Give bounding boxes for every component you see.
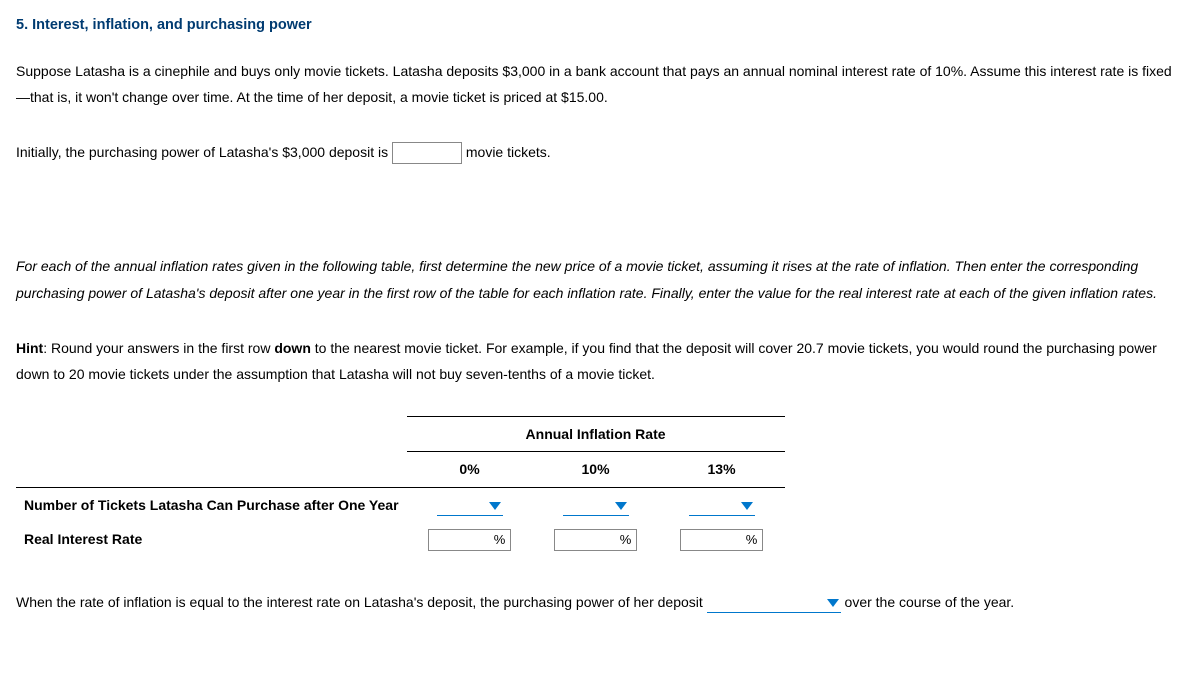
tickets-dropdown-2[interactable] bbox=[689, 497, 755, 516]
instructions-paragraph: For each of the annual inflation rates g… bbox=[16, 253, 1184, 306]
chevron-down-icon bbox=[741, 502, 753, 510]
hint-label: Hint bbox=[16, 340, 43, 356]
col-header-1: 10% bbox=[533, 452, 659, 488]
fill1-post-text: movie tickets. bbox=[466, 144, 551, 160]
real-rate-field-1: % bbox=[554, 529, 638, 551]
final-post-text: over the course of the year. bbox=[845, 594, 1015, 610]
hint-text-bold: down bbox=[274, 340, 311, 356]
hint-paragraph: Hint: Round your answers in the first ro… bbox=[16, 335, 1184, 388]
table-row: Real Interest Rate % % % bbox=[16, 522, 785, 557]
chevron-down-icon bbox=[489, 502, 501, 510]
final-pre-text: When the rate of inflation is equal to t… bbox=[16, 594, 707, 610]
intro-paragraph: Suppose Latasha is a cinephile and buys … bbox=[16, 58, 1184, 111]
chevron-down-icon bbox=[615, 502, 627, 510]
percent-sign: % bbox=[743, 528, 763, 553]
real-rate-input-1[interactable] bbox=[555, 531, 617, 549]
tickets-dropdown-1[interactable] bbox=[563, 497, 629, 516]
purchasing-power-input[interactable] bbox=[392, 142, 462, 164]
real-rate-field-2: % bbox=[680, 529, 764, 551]
fill1-pre-text: Initially, the purchasing power of Latas… bbox=[16, 144, 392, 160]
chevron-down-icon bbox=[827, 599, 839, 607]
real-rate-input-0[interactable] bbox=[429, 531, 491, 549]
real-rate-field-0: % bbox=[428, 529, 512, 551]
final-sentence: When the rate of inflation is equal to t… bbox=[16, 589, 1184, 616]
row1-label: Number of Tickets Latasha Can Purchase a… bbox=[16, 487, 407, 522]
col-header-2: 13% bbox=[659, 452, 785, 488]
row2-label: Real Interest Rate bbox=[16, 522, 407, 557]
real-rate-input-2[interactable] bbox=[681, 531, 743, 549]
fill-in-sentence-1: Initially, the purchasing power of Latas… bbox=[16, 139, 1184, 166]
inflation-table: Annual Inflation Rate 0% 10% 13% Number … bbox=[16, 416, 785, 557]
purchasing-power-change-dropdown[interactable] bbox=[707, 594, 841, 613]
question-title: 5. Interest, inflation, and purchasing p… bbox=[16, 12, 1184, 40]
percent-sign: % bbox=[491, 528, 511, 553]
col-header-0: 0% bbox=[407, 452, 533, 488]
table-super-header: Annual Inflation Rate bbox=[407, 416, 785, 452]
hint-text-a: : Round your answers in the first row bbox=[43, 340, 274, 356]
percent-sign: % bbox=[617, 528, 637, 553]
table-row: Number of Tickets Latasha Can Purchase a… bbox=[16, 487, 785, 522]
tickets-dropdown-0[interactable] bbox=[437, 497, 503, 516]
